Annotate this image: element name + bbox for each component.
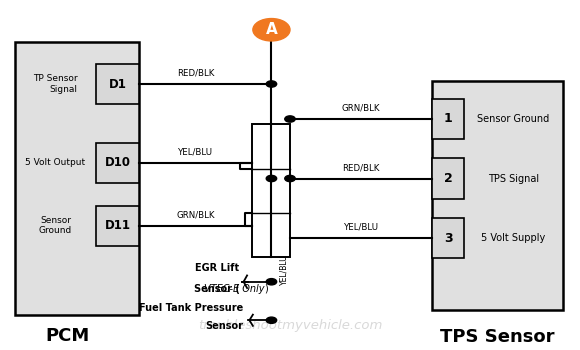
Text: YEL/BLU: YEL/BLU — [343, 223, 379, 232]
Text: RED/BLK: RED/BLK — [342, 163, 380, 172]
Text: troubleshootmyvehicle.com: troubleshootmyvehicle.com — [198, 319, 382, 332]
FancyBboxPatch shape — [96, 206, 139, 246]
Text: TPS Signal: TPS Signal — [488, 174, 539, 183]
Text: 3: 3 — [444, 231, 452, 245]
FancyBboxPatch shape — [432, 80, 563, 310]
Text: A: A — [266, 22, 277, 37]
Text: 1: 1 — [444, 112, 452, 126]
FancyBboxPatch shape — [96, 143, 139, 183]
Text: RED/BLK: RED/BLK — [177, 69, 215, 78]
Text: TP Sensor
Signal: TP Sensor Signal — [33, 74, 77, 94]
Circle shape — [266, 317, 277, 323]
FancyBboxPatch shape — [252, 124, 290, 257]
FancyBboxPatch shape — [96, 64, 139, 104]
Text: GRN/BLK: GRN/BLK — [176, 210, 215, 219]
FancyBboxPatch shape — [432, 158, 464, 199]
Text: Sensor
Ground: Sensor Ground — [38, 216, 72, 236]
Text: Sensor Ground: Sensor Ground — [477, 114, 549, 124]
FancyBboxPatch shape — [432, 99, 464, 139]
Text: YEL/BLU: YEL/BLU — [178, 147, 213, 156]
Text: Fuel Tank Pressure: Fuel Tank Pressure — [139, 302, 244, 313]
Text: ): ) — [264, 284, 268, 294]
Text: Sensor (: Sensor ( — [194, 284, 240, 294]
Text: TPS Sensor: TPS Sensor — [440, 328, 555, 346]
Text: PCM: PCM — [46, 327, 90, 345]
Circle shape — [285, 175, 295, 182]
Circle shape — [285, 116, 295, 122]
FancyBboxPatch shape — [14, 42, 139, 315]
Circle shape — [266, 175, 277, 182]
Text: Sensor: Sensor — [205, 321, 244, 331]
Text: VTEC-E Only: VTEC-E Only — [204, 284, 264, 294]
Text: D1: D1 — [108, 77, 126, 91]
Text: D11: D11 — [104, 219, 130, 232]
Text: GRN/BLK: GRN/BLK — [342, 104, 380, 113]
Text: YEL/BLU: YEL/BLU — [279, 254, 288, 285]
Text: EGR Lift: EGR Lift — [195, 263, 240, 273]
Text: D10: D10 — [104, 156, 130, 169]
Circle shape — [266, 279, 277, 285]
Text: 2: 2 — [444, 172, 452, 185]
Circle shape — [266, 81, 277, 87]
Circle shape — [253, 19, 290, 41]
Text: 5 Volt Output: 5 Volt Output — [25, 158, 85, 167]
FancyBboxPatch shape — [432, 218, 464, 258]
Text: 5 Volt Supply: 5 Volt Supply — [481, 233, 545, 243]
